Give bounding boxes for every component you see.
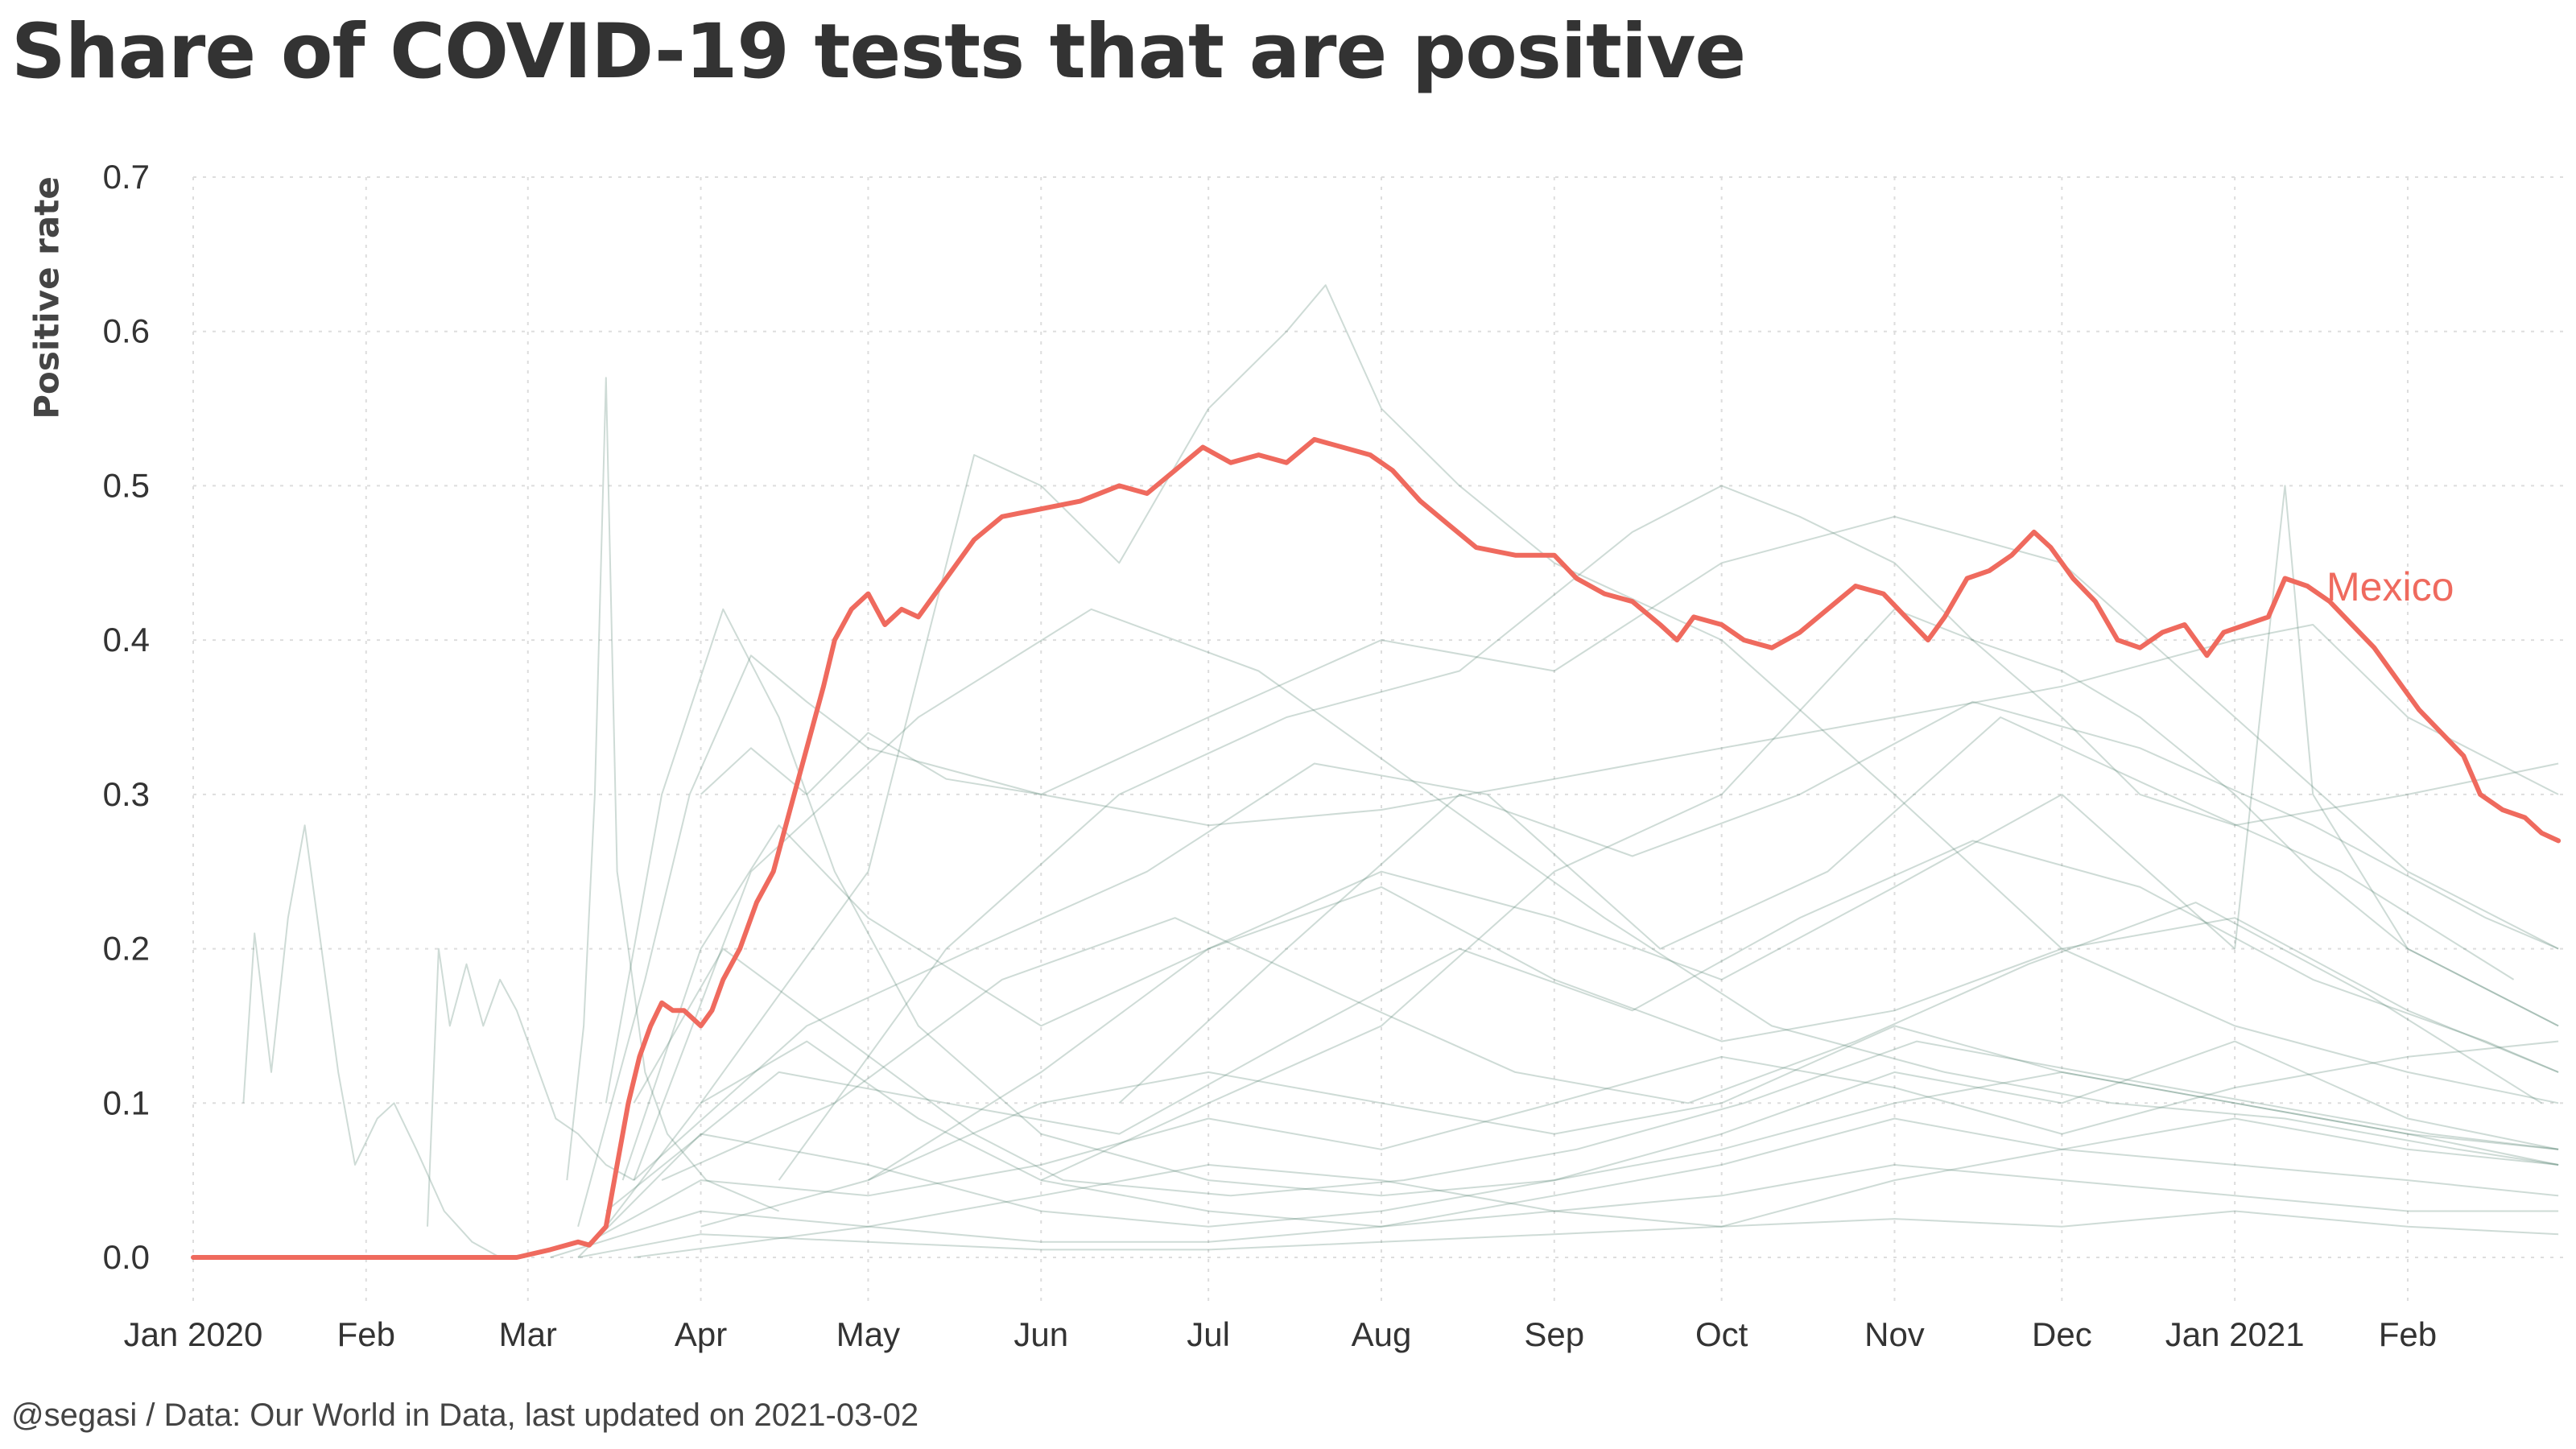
country-line	[242, 824, 501, 1258]
country-line	[700, 284, 2559, 1104]
y-tick-label: 0.0	[103, 1238, 150, 1276]
y-tick-label: 0.5	[103, 466, 150, 504]
country-line	[605, 1040, 2559, 1228]
country-line	[1040, 608, 2559, 1182]
x-tick-label: Nov	[1864, 1315, 1925, 1353]
y-tick-label: 0.1	[103, 1084, 150, 1121]
country-line	[427, 947, 634, 1227]
country-line	[778, 485, 2559, 1181]
y-tick-label: 0.6	[103, 312, 150, 350]
x-tick-label: Dec	[2032, 1315, 2092, 1353]
country-line	[550, 1164, 2559, 1258]
country-line	[700, 1025, 2559, 1228]
country-line	[605, 840, 2559, 1212]
x-tick-label: Oct	[1695, 1315, 1748, 1353]
y-tick-label: 0.2	[103, 930, 150, 968]
x-tick-label: Jul	[1187, 1315, 1230, 1353]
country-line	[577, 515, 2559, 1227]
axis-ticks: 0.0 0.1 0.2 0.3 0.4 0.5 0.6 0.7 Jan 2020 Feb Mar Ap…	[103, 158, 2438, 1353]
mexico-line	[191, 436, 2562, 1260]
country-line	[577, 1210, 2559, 1258]
country-line	[566, 377, 779, 1212]
country-line	[867, 485, 2559, 1181]
y-tick-label: 0.3	[103, 775, 150, 813]
country-line	[661, 902, 2542, 1182]
country-line	[577, 1040, 2559, 1258]
y-tick-label: 0.7	[103, 158, 150, 196]
y-tick-label: 0.4	[103, 621, 150, 658]
x-tick-label: Mar	[499, 1315, 557, 1353]
country-line	[634, 1117, 2559, 1258]
x-tick-label: Aug	[1352, 1315, 1412, 1353]
chart-title: Share of COVID-19 tests that are positiv…	[11, 8, 1746, 96]
country-line	[588, 1040, 2559, 1243]
country-line	[605, 608, 2559, 1197]
country-line	[633, 716, 2515, 1181]
x-tick-label: May	[836, 1315, 900, 1353]
gridlines	[192, 176, 2564, 1306]
x-tick-label: Jan 2020	[124, 1315, 263, 1353]
x-tick-label: Sep	[1524, 1315, 1584, 1353]
x-tick-label: Jun	[1013, 1315, 1068, 1353]
country-line	[700, 624, 2559, 827]
x-tick-label: Apr	[675, 1315, 727, 1353]
country-line	[633, 608, 2559, 1181]
background-country-lines	[242, 284, 2559, 1258]
x-tick-label: Feb	[2379, 1315, 2437, 1353]
country-line	[633, 947, 2559, 1197]
country-line	[1118, 700, 2559, 1104]
country-line	[621, 824, 2559, 1181]
highlight-series: Mexico	[191, 436, 2562, 1260]
mexico-label: Mexico	[2326, 564, 2454, 609]
x-tick-label: Feb	[337, 1315, 395, 1353]
source-caption: @segasi / Data: Our World in Data, last …	[11, 1397, 919, 1433]
x-tick-label: Jan 2021	[2165, 1315, 2305, 1353]
